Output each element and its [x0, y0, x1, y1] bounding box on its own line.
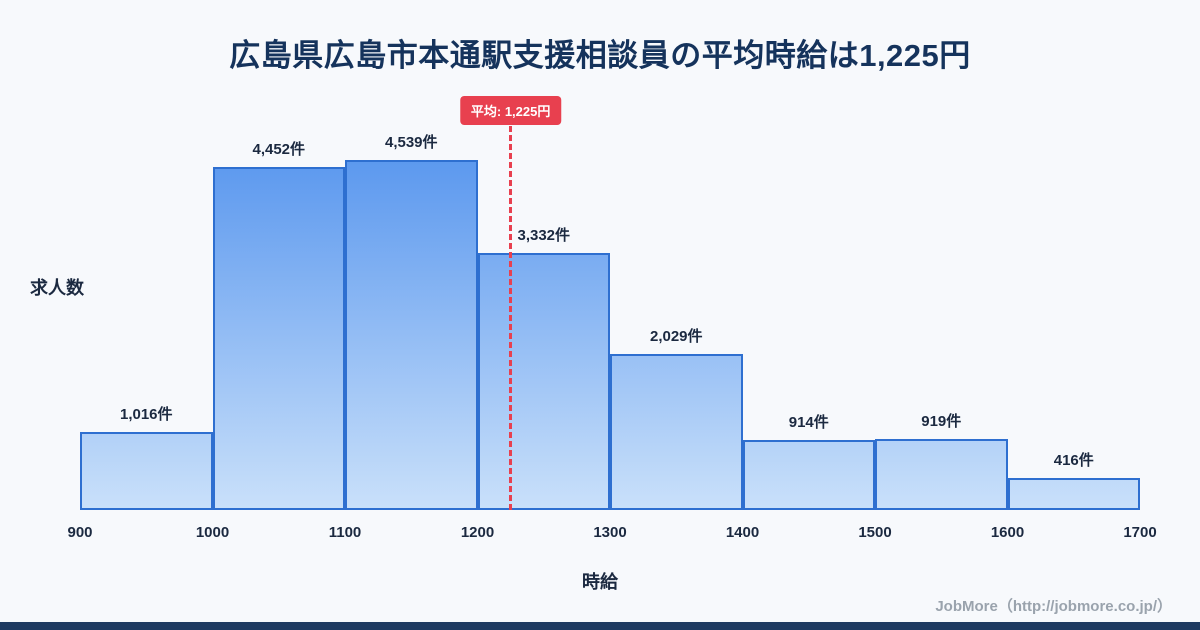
page-title: 広島県広島市本通駅支援相談員の平均時給は1,225円 — [229, 38, 971, 73]
credit-text: JobMore（http://jobmore.co.jp/） — [935, 598, 1172, 615]
y-axis-label: 求人数 — [30, 278, 84, 298]
average-badge: 平均: 1,225円 — [459, 96, 562, 125]
bar-value-label: 2,029件 — [649, 328, 703, 345]
x-axis-label: 時給 — [582, 572, 618, 592]
bar-value-label: 1,016件 — [119, 406, 173, 423]
histogram-bar — [80, 432, 213, 510]
x-tick-label: 1400 — [725, 524, 760, 541]
average-line — [509, 126, 513, 510]
bar-value-label: 4,452件 — [252, 141, 306, 158]
x-tick-label: 900 — [67, 524, 93, 541]
histogram-bar — [610, 354, 743, 510]
x-tick-label: 1500 — [858, 524, 892, 541]
histogram-bar — [742, 440, 875, 510]
bar-value-label: 416件 — [1053, 452, 1094, 469]
histogram-bar — [477, 253, 610, 510]
x-tick-label: 1000 — [195, 524, 230, 541]
x-tick-label: 1300 — [593, 524, 627, 541]
histogram-plot: 平均: 1,225円 1,016件 4,452件 4,539件 3,332件 2,029… — [67, 96, 1157, 541]
histogram-bar — [212, 167, 345, 510]
x-tick-label: 1700 — [1123, 524, 1157, 541]
bottom-strip — [0, 622, 1200, 630]
bar-value-label: 919件 — [921, 413, 962, 430]
histogram-bar — [875, 439, 1008, 510]
bar-value-label: 914件 — [788, 414, 829, 431]
histogram-bar — [345, 160, 478, 510]
bar-value-label: 4,539件 — [384, 134, 438, 151]
x-tick-label: 1100 — [328, 524, 362, 541]
x-tick-label: 1600 — [990, 524, 1025, 541]
histogram-bar — [1007, 478, 1140, 510]
x-tick-label: 1200 — [460, 524, 495, 541]
bar-value-label: 3,332件 — [517, 227, 571, 244]
